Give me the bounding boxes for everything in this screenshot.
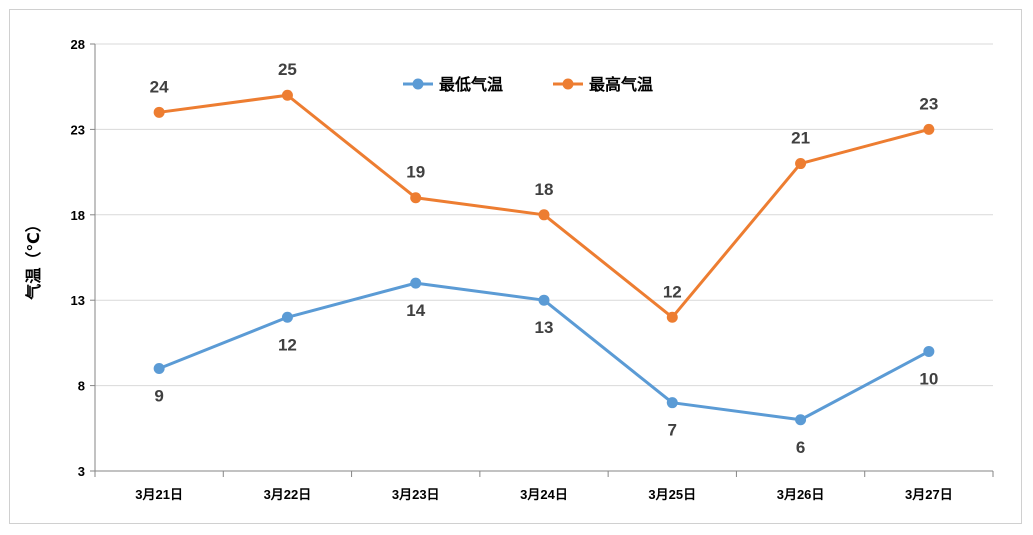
data-label: 18: [535, 180, 554, 199]
data-point: [153, 363, 165, 375]
data-label: 21: [791, 129, 810, 148]
legend-entry: 最低气温: [403, 75, 503, 94]
data-point: [795, 158, 807, 170]
data-label: 12: [278, 335, 297, 354]
data-point: [281, 311, 293, 323]
data-label: 7: [668, 421, 677, 440]
series-line: [158, 93, 930, 319]
legend-marker: [562, 78, 574, 90]
data-point: [923, 345, 935, 357]
chart-frame: [9, 9, 1022, 524]
data-label: 10: [919, 369, 938, 388]
x-tick-label: 3月21日: [135, 487, 183, 502]
data-label: 12: [663, 282, 682, 301]
data-point: [666, 397, 678, 409]
legend-label: 最高气温: [589, 75, 653, 94]
y-tick-labels: 3 8 13 18 23 28: [71, 37, 85, 479]
x-tick-label: 3月24日: [520, 487, 568, 502]
legend: 最低气温 最高气温: [403, 75, 653, 94]
x-tick-label: 3月22日: [264, 487, 312, 502]
x-tick-label: 3月26日: [777, 487, 825, 502]
y-tick-label: 8: [78, 379, 85, 394]
legend-label: 最低气温: [439, 75, 503, 94]
data-point: [538, 294, 550, 306]
data-label: 13: [535, 318, 554, 337]
x-tick-labels: 3月21日 3月22日 3月23日 3月24日 3月25日 3月26日 3月27日: [135, 487, 952, 502]
data-point: [666, 311, 678, 323]
x-tick-label: 3月27日: [905, 487, 953, 502]
data-label: 23: [919, 94, 938, 113]
series-0: 9 12 14 13 7 6 10: [153, 277, 938, 457]
data-point: [410, 192, 422, 204]
series-1: 24 25 19 18 12 21 23: [150, 60, 938, 323]
y-tick-label: 13: [71, 293, 85, 308]
data-point: [795, 414, 807, 426]
legend-marker: [412, 78, 424, 90]
legend-entry: 最高气温: [553, 75, 653, 94]
data-point: [538, 209, 550, 221]
data-label: 14: [406, 301, 425, 320]
data-label: 6: [796, 438, 805, 457]
axes: [90, 43, 994, 477]
data-label: 9: [154, 387, 163, 406]
data-point: [281, 89, 293, 101]
y-tick-label: 28: [71, 37, 85, 52]
y-tick-label: 3: [78, 464, 85, 479]
x-tick-label: 3月23日: [392, 487, 440, 502]
data-label: 24: [150, 77, 169, 96]
data-label: 25: [278, 60, 297, 79]
series-layer: 9 12 14 13 7 6 10 24 25 19 18 12 21 23: [150, 60, 939, 457]
y-tick-label: 23: [71, 122, 85, 137]
y-axis-label: 气温（℃）: [24, 216, 43, 300]
y-tick-label: 18: [71, 208, 85, 223]
data-label: 19: [406, 163, 425, 182]
x-tick-label: 3月25日: [648, 487, 696, 502]
data-point: [153, 106, 165, 118]
data-point: [923, 123, 935, 135]
data-point: [410, 277, 422, 289]
